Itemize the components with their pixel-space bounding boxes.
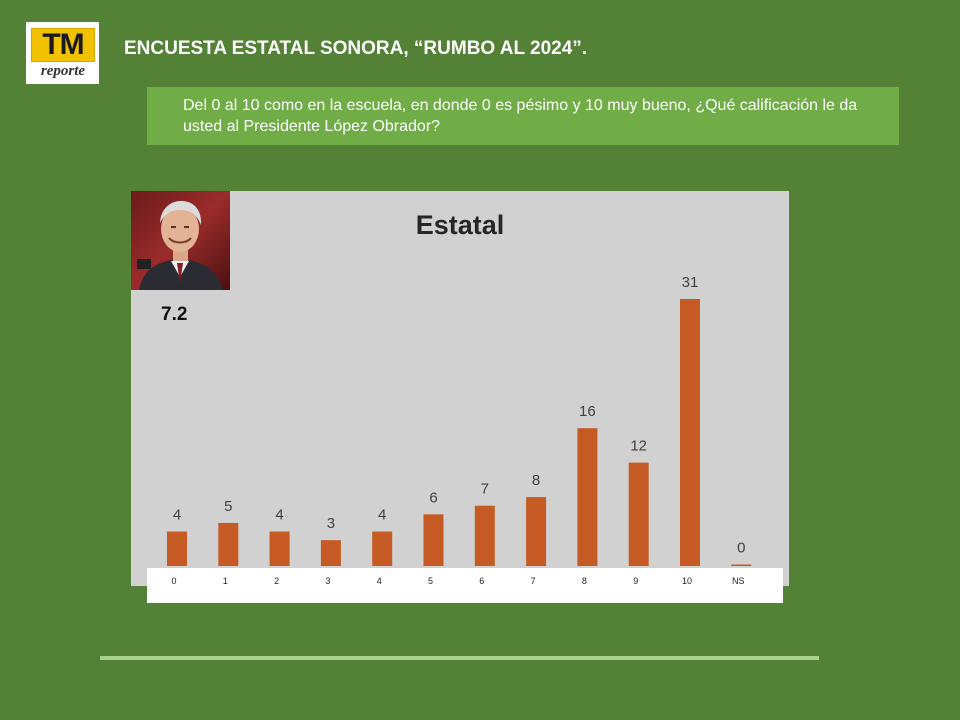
- x-axis-strip: [147, 568, 783, 603]
- bar-NS: [731, 564, 752, 566]
- data-label-10: 31: [682, 274, 699, 291]
- bar-3: [320, 540, 341, 566]
- bar-7: [526, 497, 547, 566]
- data-label-7: 8: [532, 472, 540, 489]
- data-label-1: 5: [224, 498, 232, 515]
- bottom-divider: [100, 656, 819, 660]
- tick-label-0: 0: [171, 576, 176, 586]
- bar-1: [218, 522, 239, 566]
- data-label-0: 4: [173, 507, 181, 524]
- chart-title: Estatal: [415, 210, 505, 240]
- chart-panel: [131, 191, 789, 586]
- data-label-2: 4: [275, 507, 283, 524]
- data-label-4: 4: [378, 507, 386, 524]
- tick-label-10: 10: [682, 576, 692, 586]
- data-label-3: 3: [327, 515, 335, 532]
- bar-4: [372, 531, 393, 566]
- data-label-8: 16: [579, 403, 596, 420]
- bar-10: [680, 299, 700, 566]
- bar-5: [423, 514, 444, 566]
- tick-label-7: 7: [531, 576, 536, 586]
- data-label-9: 12: [630, 438, 647, 455]
- president-photo: [131, 191, 230, 290]
- data-label-5: 6: [429, 489, 437, 506]
- tick-label-5: 5: [428, 576, 433, 586]
- tick-label-4: 4: [377, 576, 382, 586]
- data-label-NS: 0: [737, 540, 745, 557]
- portrait-image: [131, 191, 230, 290]
- page-title: ENCUESTA ESTATAL SONORA, “RUMBO AL 2024”…: [124, 38, 588, 59]
- tick-label-9: 9: [633, 576, 638, 586]
- tick-label-3: 3: [325, 576, 330, 586]
- tick-label-NS: NS: [732, 576, 745, 586]
- tick-label-2: 2: [274, 576, 279, 586]
- tick-label-1: 1: [223, 576, 228, 586]
- bar-2: [269, 531, 290, 566]
- tm-reporte-logo: TM reporte: [26, 22, 99, 84]
- bar-0: [167, 531, 187, 566]
- data-label-6: 7: [481, 481, 489, 498]
- tick-label-8: 8: [582, 576, 587, 586]
- average-score: 7.2: [161, 304, 188, 325]
- question-box: Del 0 al 10 como en la escuela, en donde…: [147, 87, 899, 145]
- tick-label-6: 6: [479, 576, 484, 586]
- bar-8: [577, 428, 598, 566]
- bar-6: [474, 505, 495, 566]
- bar-9: [628, 462, 649, 566]
- logo-tm-text: TM: [31, 28, 95, 62]
- question-text: Del 0 al 10 como en la escuela, en donde…: [183, 97, 858, 135]
- logo-reporte-text: reporte: [40, 63, 86, 79]
